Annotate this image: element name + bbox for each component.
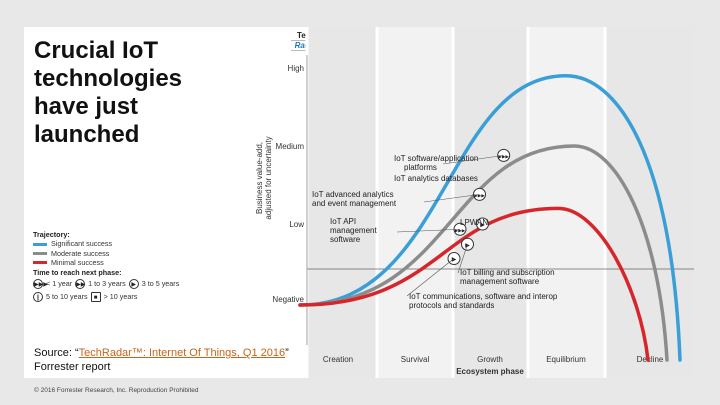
tech-marker-icon-2: ▶▶▶	[474, 193, 485, 198]
tech-label-6: IoT communications, software and interop…	[409, 292, 558, 310]
tech-leader-5	[457, 244, 468, 274]
tech-marker-icon-0: ▶▶▶	[498, 154, 509, 159]
5to10y-icon: ||	[33, 291, 43, 302]
x-axis-label: Ecosystem phase	[456, 367, 524, 376]
tech-leader-4	[396, 228, 461, 233]
techradar-chart: Negative Low Medium High Business value-add,…	[255, 27, 694, 378]
legend-swatch-moderate	[33, 251, 47, 255]
tech-marker-icon-6: ▶	[452, 257, 457, 263]
x-tick-equilibrium: Equilibrium	[546, 355, 586, 364]
legend-time-title: Time to reach next phase:	[33, 267, 122, 277]
curve-minimal-success	[298, 206, 650, 362]
phase-band-2	[453, 27, 529, 378]
3to5y-icon: ▶	[128, 278, 139, 289]
curve-moderate-success	[298, 144, 669, 362]
tech-marker-icon-5: ▶	[465, 243, 470, 249]
tech-marker-icon-4: ▶▶▶	[455, 228, 466, 233]
phase-band-4	[605, 27, 694, 378]
legend-label-minimal: Minimal success	[51, 258, 104, 268]
x-tick-decline: Decline	[637, 355, 664, 364]
legend-swatch-minimal	[33, 261, 47, 265]
3to5y-label: 3 to 5 years	[141, 279, 180, 289]
source-suffix: ” Forrester report	[34, 347, 289, 373]
tech-leader-6	[406, 258, 455, 297]
legend-time-row-2: || 5 to 10 years ■ > 10 years	[33, 291, 273, 303]
curve-significant-success	[298, 74, 682, 362]
slide-title: Crucial IoT technologies have just launc…	[34, 37, 183, 148]
tech-label-4: IoT API management software	[330, 217, 377, 244]
gt10y-label: > 10 years	[103, 292, 138, 302]
tech-label-1: IoT analytics databases	[394, 174, 478, 183]
tech-label-2: IoT advanced analytics and event manageme…	[312, 190, 397, 208]
legend-swatch-significant	[33, 242, 47, 246]
tech-label-3: LPWAN	[460, 218, 488, 227]
tech-marker-icon-3: ▶	[480, 223, 485, 229]
1to3y-label: 1 to 3 years	[88, 279, 126, 289]
legend-label-significant: Significant success	[51, 239, 113, 249]
phase-band-1	[377, 27, 454, 378]
x-tick-survival: Survival	[401, 355, 430, 364]
source-citation: Source: “TechRadar™: Internet Of Things,…	[34, 346, 304, 374]
phase-band-0	[307, 27, 378, 378]
x-tick-growth: Growth	[477, 355, 503, 364]
legend-item-minimal: Minimal success	[33, 258, 273, 267]
5to10y-label: 5 to 10 years	[46, 292, 88, 302]
lt1y-label: < 1 year	[46, 279, 73, 289]
phase-band-3	[528, 27, 606, 378]
y-axis-label: Business value-add,adjusted for uncertai…	[255, 136, 273, 219]
y-tick-low: Low	[289, 220, 304, 229]
legend-item-moderate: Moderate success	[33, 249, 273, 258]
y-tick-negative: Negative	[272, 295, 304, 304]
source-prefix: Source: “	[34, 347, 79, 359]
tech-leader-2	[423, 194, 480, 203]
legend-item-significant: Significant success	[33, 239, 273, 248]
copyright-notice: © 2016 Forrester Research, Inc. Reproduc…	[34, 387, 199, 394]
tech-label-5: IoT billing and subscription management s…	[460, 268, 555, 286]
gt10y-icon: ■	[90, 291, 101, 302]
tech-leader-0	[442, 155, 504, 165]
1to3y-icon: ▶▶	[75, 278, 85, 289]
source-link[interactable]: TechRadar™: Internet Of Things, Q1 2016	[78, 347, 286, 359]
y-tick-medium: Medium	[276, 142, 305, 151]
legend-label-moderate: Moderate success	[51, 248, 110, 258]
tech-label-0: IoT software/application platforms	[394, 154, 478, 172]
x-tick-creation: Creation	[323, 355, 353, 364]
lt1y-icon: ▶▶▶	[33, 278, 48, 289]
legend-title: Trajectory:	[33, 230, 70, 239]
legend-time-row-1: ▶▶▶ < 1 year ▶▶ 1 to 3 years ▶ 3 to 5 ye…	[33, 278, 273, 290]
y-tick-high: High	[288, 64, 304, 73]
tech-marker-3	[476, 217, 489, 231]
legend: Trajectory: Significant success Moderate…	[33, 230, 273, 303]
